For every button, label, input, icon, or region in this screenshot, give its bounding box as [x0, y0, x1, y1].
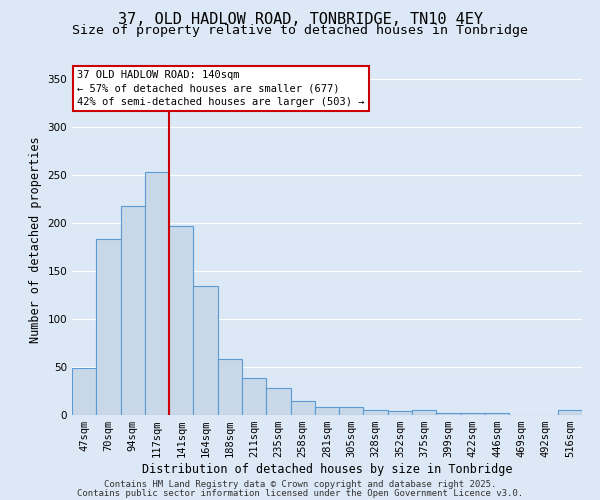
Y-axis label: Number of detached properties: Number of detached properties [29, 136, 42, 344]
Bar [72, 368, 96, 415]
Bar [436, 413, 461, 415]
Bar [412, 410, 436, 415]
Bar [315, 408, 339, 415]
Bar [485, 413, 509, 415]
Text: Contains HM Land Registry data © Crown copyright and database right 2025.: Contains HM Land Registry data © Crown c… [104, 480, 496, 489]
Bar [145, 172, 169, 415]
Bar [169, 226, 193, 415]
Text: Contains public sector information licensed under the Open Government Licence v3: Contains public sector information licen… [77, 488, 523, 498]
Bar [461, 413, 485, 415]
Bar [388, 411, 412, 415]
Bar [193, 286, 218, 415]
Bar [558, 410, 582, 415]
Bar [218, 360, 242, 415]
Bar [96, 238, 121, 415]
X-axis label: Distribution of detached houses by size in Tonbridge: Distribution of detached houses by size … [142, 463, 512, 476]
Bar [339, 408, 364, 415]
Bar [364, 410, 388, 415]
Bar [290, 400, 315, 415]
Bar [242, 378, 266, 415]
Text: 37 OLD HADLOW ROAD: 140sqm
← 57% of detached houses are smaller (677)
42% of sem: 37 OLD HADLOW ROAD: 140sqm ← 57% of deta… [77, 70, 365, 106]
Text: Size of property relative to detached houses in Tonbridge: Size of property relative to detached ho… [72, 24, 528, 37]
Bar [121, 206, 145, 415]
Bar [266, 388, 290, 415]
Text: 37, OLD HADLOW ROAD, TONBRIDGE, TN10 4EY: 37, OLD HADLOW ROAD, TONBRIDGE, TN10 4EY [118, 12, 482, 28]
